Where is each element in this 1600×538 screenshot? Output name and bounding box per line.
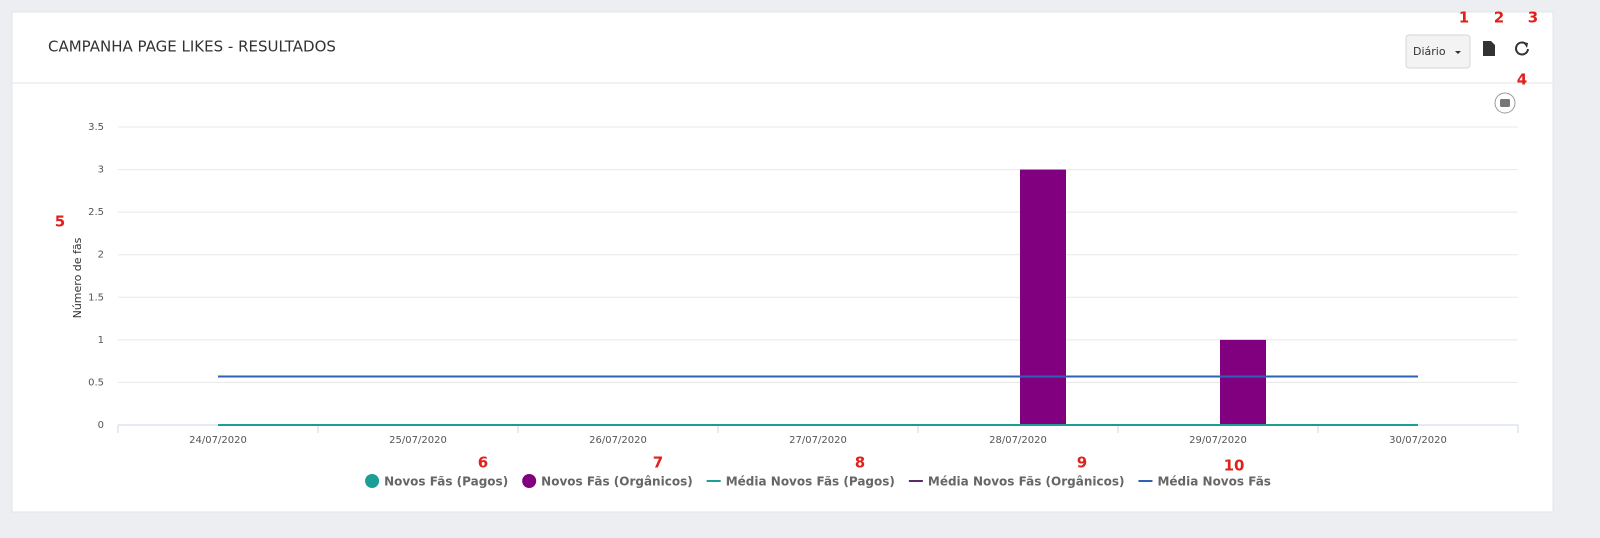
x-tick-label: 28/07/2020 <box>989 435 1047 446</box>
y-tick-label: 2.5 <box>88 207 104 218</box>
x-tick-label: 30/07/2020 <box>1389 435 1447 446</box>
annotation-number: 4 <box>1517 71 1527 89</box>
legend-swatch <box>522 474 537 488</box>
legend-label: Média Novos Fãs <box>1157 475 1270 489</box>
y-tick-label: 0.5 <box>88 377 104 388</box>
x-tick-label: 26/07/2020 <box>589 435 647 446</box>
annotation-number: 8 <box>855 454 865 472</box>
bar <box>1220 339 1266 425</box>
bar <box>1020 169 1066 425</box>
x-tick-label: 24/07/2020 <box>189 435 247 446</box>
y-tick-label: 0 <box>98 420 104 431</box>
annotation-number: 1 <box>1459 9 1469 27</box>
annotation-number: 9 <box>1077 454 1087 472</box>
export-image-button[interactable] <box>1494 92 1516 114</box>
annotation-number: 3 <box>1528 9 1538 27</box>
period-button[interactable]: Diário <box>1405 34 1471 69</box>
legend-item[interactable]: Média Novos Fãs (Pagos) <box>706 475 895 489</box>
legend-label: Média Novos Fãs (Orgânicos) <box>928 475 1125 489</box>
icon-shape <box>1515 41 1529 56</box>
plot: 0 0.5 1 1.5 2 2.5 3 3.5 24/07/2020 25/07/2020 26/0… <box>88 122 1519 446</box>
legend-label: Novos Fãs (Pagos) <box>384 475 508 489</box>
legend: Novos Fãs (Pagos) Novos Fãs (Orgânicos) Mé… <box>365 474 1271 489</box>
icon-shape <box>1483 41 1495 56</box>
legend-item[interactable]: Média Novos Fãs <box>1138 475 1271 489</box>
y-tick-label: 3.5 <box>88 122 104 133</box>
y-tick-label: 2 <box>98 250 104 261</box>
legend-swatch <box>365 474 380 488</box>
card-title: CAMPANHA PAGE LIKES - RESULTADOS <box>48 38 336 56</box>
y-axis-label: Número de fãs <box>71 237 84 318</box>
y-tick-label: 3 <box>98 165 104 176</box>
legend-label: Novos Fãs (Orgânicos) <box>541 475 693 489</box>
x-tick-label: 29/07/2020 <box>1189 435 1247 446</box>
pdf-icon[interactable] <box>1483 41 1495 56</box>
annotation-number: 5 <box>55 213 65 231</box>
x-tick-label: 27/07/2020 <box>789 435 847 446</box>
icon-shape <box>1500 99 1510 107</box>
annotation-number: 7 <box>653 454 663 472</box>
button-label: Diário <box>1413 45 1446 58</box>
card <box>11 11 1554 513</box>
legend-item[interactable]: Novos Fãs (Orgânicos) <box>522 474 693 489</box>
refresh-icon[interactable] <box>1515 41 1529 56</box>
caret <box>1455 51 1461 54</box>
x-tick-label: 25/07/2020 <box>389 435 447 446</box>
y-tick-label: 1 <box>98 335 104 346</box>
legend-item[interactable]: Novos Fãs (Pagos) <box>365 474 508 489</box>
y-tick-label: 1.5 <box>88 292 104 303</box>
button-frame <box>1405 34 1471 69</box>
annotation-number: 10 <box>1224 457 1245 475</box>
icon-shape <box>1523 42 1528 48</box>
annotation-number: 6 <box>478 454 488 472</box>
annotation-number: 2 <box>1494 9 1504 27</box>
legend-label: Média Novos Fãs (Pagos) <box>726 475 895 489</box>
legend-item[interactable]: Média Novos Fãs (Orgânicos) <box>908 475 1125 489</box>
